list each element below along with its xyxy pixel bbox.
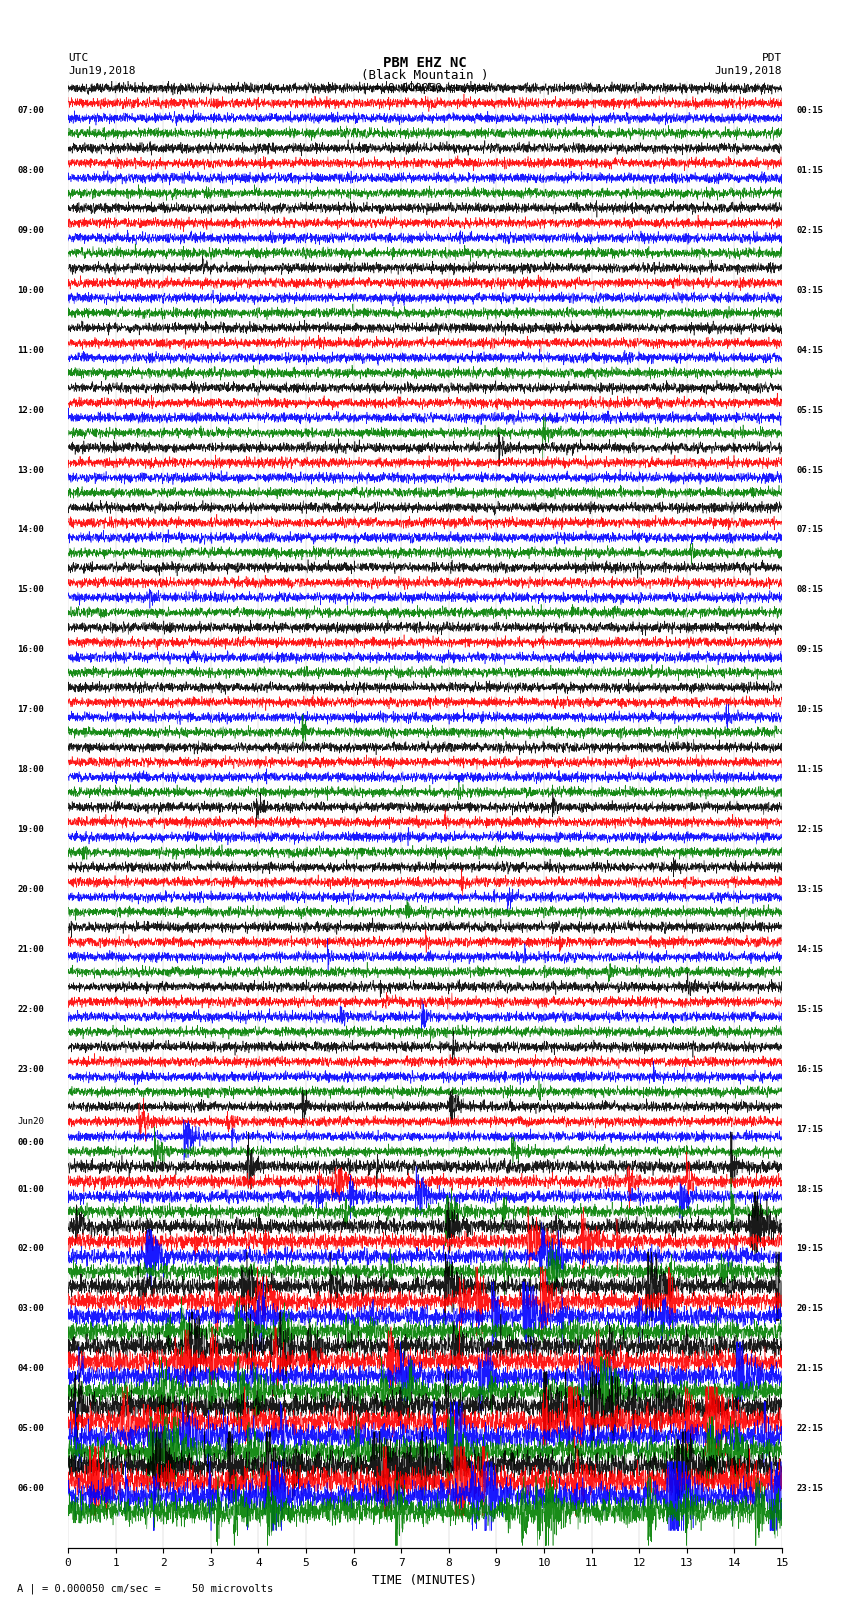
Text: 01:00: 01:00	[17, 1184, 44, 1194]
Text: 17:15: 17:15	[796, 1124, 823, 1134]
Text: Jun19,2018: Jun19,2018	[68, 66, 135, 76]
Text: 08:15: 08:15	[796, 586, 823, 595]
Text: (Black Mountain ): (Black Mountain )	[361, 69, 489, 82]
Text: 13:00: 13:00	[17, 466, 44, 474]
Text: 23:00: 23:00	[17, 1065, 44, 1074]
Text: 11:00: 11:00	[17, 345, 44, 355]
Text: 15:00: 15:00	[17, 586, 44, 595]
Text: 22:15: 22:15	[796, 1424, 823, 1434]
Text: 05:15: 05:15	[796, 405, 823, 415]
Text: 23:15: 23:15	[796, 1484, 823, 1494]
Text: PDT: PDT	[762, 53, 782, 63]
Text: 13:15: 13:15	[796, 886, 823, 894]
Text: 10:00: 10:00	[17, 286, 44, 295]
Text: 20:00: 20:00	[17, 886, 44, 894]
Text: 07:00: 07:00	[17, 106, 44, 115]
Text: 14:00: 14:00	[17, 526, 44, 534]
Text: 19:00: 19:00	[17, 824, 44, 834]
Text: 22:00: 22:00	[17, 1005, 44, 1015]
Text: 07:15: 07:15	[796, 526, 823, 534]
Text: 03:00: 03:00	[17, 1305, 44, 1313]
Text: 00:00: 00:00	[17, 1139, 44, 1147]
Text: | = 0.000050 cm/sec: | = 0.000050 cm/sec	[361, 82, 489, 94]
Text: 05:00: 05:00	[17, 1424, 44, 1434]
Text: PBM EHZ NC: PBM EHZ NC	[383, 56, 467, 71]
Text: UTC: UTC	[68, 53, 88, 63]
X-axis label: TIME (MINUTES): TIME (MINUTES)	[372, 1574, 478, 1587]
Text: 17:00: 17:00	[17, 705, 44, 715]
Text: 16:00: 16:00	[17, 645, 44, 655]
Text: 18:00: 18:00	[17, 765, 44, 774]
Text: 04:00: 04:00	[17, 1365, 44, 1373]
Text: 09:00: 09:00	[17, 226, 44, 235]
Text: A | = 0.000050 cm/sec =     50 microvolts: A | = 0.000050 cm/sec = 50 microvolts	[17, 1582, 273, 1594]
Text: 01:15: 01:15	[796, 166, 823, 176]
Text: 02:15: 02:15	[796, 226, 823, 235]
Text: 21:00: 21:00	[17, 945, 44, 953]
Text: Jun19,2018: Jun19,2018	[715, 66, 782, 76]
Text: 15:15: 15:15	[796, 1005, 823, 1015]
Text: 11:15: 11:15	[796, 765, 823, 774]
Text: 06:00: 06:00	[17, 1484, 44, 1494]
Text: 16:15: 16:15	[796, 1065, 823, 1074]
Text: 19:15: 19:15	[796, 1244, 823, 1253]
Text: 04:15: 04:15	[796, 345, 823, 355]
Text: 08:00: 08:00	[17, 166, 44, 176]
Text: 06:15: 06:15	[796, 466, 823, 474]
Text: 09:15: 09:15	[796, 645, 823, 655]
Text: 20:15: 20:15	[796, 1305, 823, 1313]
Text: Jun20: Jun20	[17, 1118, 44, 1126]
Text: 14:15: 14:15	[796, 945, 823, 953]
Text: 12:00: 12:00	[17, 405, 44, 415]
Text: 02:00: 02:00	[17, 1244, 44, 1253]
Text: 21:15: 21:15	[796, 1365, 823, 1373]
Text: 10:15: 10:15	[796, 705, 823, 715]
Text: 03:15: 03:15	[796, 286, 823, 295]
Text: 00:15: 00:15	[796, 106, 823, 115]
Text: 12:15: 12:15	[796, 824, 823, 834]
Text: 18:15: 18:15	[796, 1184, 823, 1194]
